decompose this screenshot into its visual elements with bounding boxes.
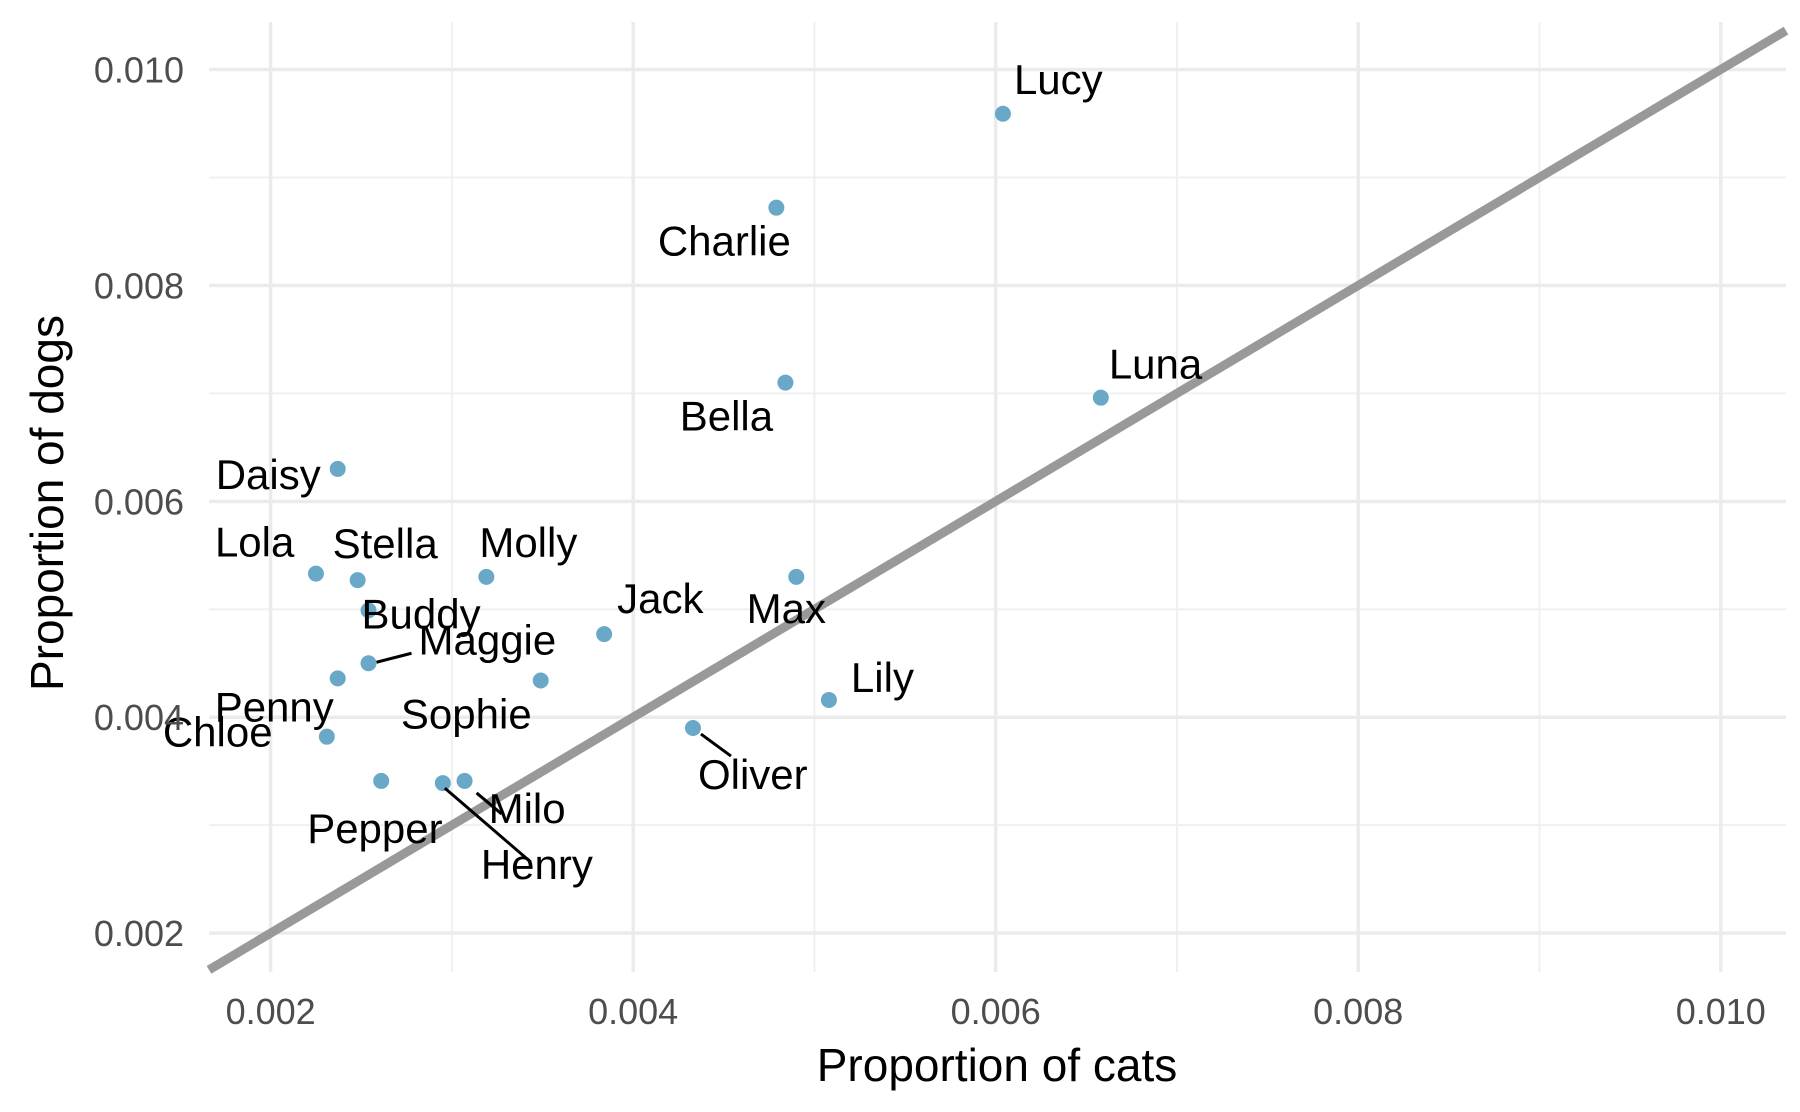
leader-milo (475, 791, 503, 816)
label-pepper: Pepper (307, 805, 442, 852)
leader-maggie (376, 651, 412, 664)
label-lucy: Lucy (1014, 56, 1103, 103)
x-tick-label: 0.006 (951, 991, 1041, 1032)
point-bella (777, 374, 794, 391)
point-molly (478, 568, 495, 585)
label-charlie: Charlie (658, 218, 791, 265)
label-luna: Luna (1109, 341, 1203, 388)
label-milo: Milo (489, 785, 566, 832)
point-stella (349, 572, 366, 589)
y-axis-tick-labels: 0.002 0.004 0.006 0.008 0.010 (94, 50, 184, 955)
y-tick-label: 0.006 (94, 481, 184, 522)
label-jack: Jack (617, 575, 704, 622)
y-tick-label: 0.008 (94, 265, 184, 306)
point-max (788, 568, 805, 585)
point-henry (434, 775, 451, 792)
label-leader-lines (376, 651, 732, 864)
point-oliver (684, 720, 701, 737)
y-tick-label: 0.010 (94, 50, 184, 91)
point-milo (456, 772, 473, 789)
point-charlie (768, 199, 785, 216)
label-oliver: Oliver (698, 751, 808, 798)
x-tick-label: 0.008 (1313, 991, 1403, 1032)
reference-line (206, 26, 1789, 974)
x-tick-label: 0.004 (588, 991, 678, 1032)
x-axis-title: Proportion of cats (817, 1039, 1178, 1091)
x-axis-tick-labels: 0.002 0.004 0.006 0.008 0.010 (226, 991, 1766, 1032)
point-sophie (532, 672, 549, 689)
label-bella: Bella (680, 393, 774, 440)
point-labels: Lucy Charlie Luna Bella Daisy Lola Stella Molly… (163, 56, 1203, 888)
y-axis-title: Proportion of dogs (21, 315, 73, 691)
point-maggie (360, 655, 377, 672)
leader-oliver (700, 732, 732, 758)
label-maggie: Maggie (419, 616, 557, 663)
point-lucy (994, 105, 1011, 122)
label-lily: Lily (851, 654, 914, 701)
label-stella: Stella (333, 520, 439, 567)
y-tick-label: 0.004 (94, 697, 184, 738)
label-henry: Henry (481, 841, 593, 888)
point-chloe (318, 728, 335, 745)
y-tick-label: 0.002 (94, 913, 184, 954)
point-buddy (360, 602, 377, 619)
label-lola: Lola (215, 519, 295, 566)
point-lola (307, 565, 324, 582)
point-penny (329, 670, 346, 687)
point-jack (596, 626, 613, 643)
label-daisy: Daisy (216, 451, 321, 498)
label-penny: Penny (215, 683, 334, 730)
label-buddy: Buddy (362, 590, 481, 637)
label-chloe: Chloe (163, 709, 273, 756)
label-molly: Molly (479, 519, 577, 566)
x-tick-label: 0.010 (1676, 991, 1766, 1032)
leader-henry (443, 786, 532, 864)
point-luna (1092, 389, 1109, 406)
point-pepper (373, 772, 390, 789)
x-tick-label: 0.002 (226, 991, 316, 1032)
point-lily (820, 691, 837, 708)
data-points (307, 105, 1109, 792)
label-sophie: Sophie (401, 691, 532, 738)
point-daisy (329, 460, 346, 477)
grid-major-lines (209, 22, 1786, 972)
label-max: Max (747, 585, 826, 632)
